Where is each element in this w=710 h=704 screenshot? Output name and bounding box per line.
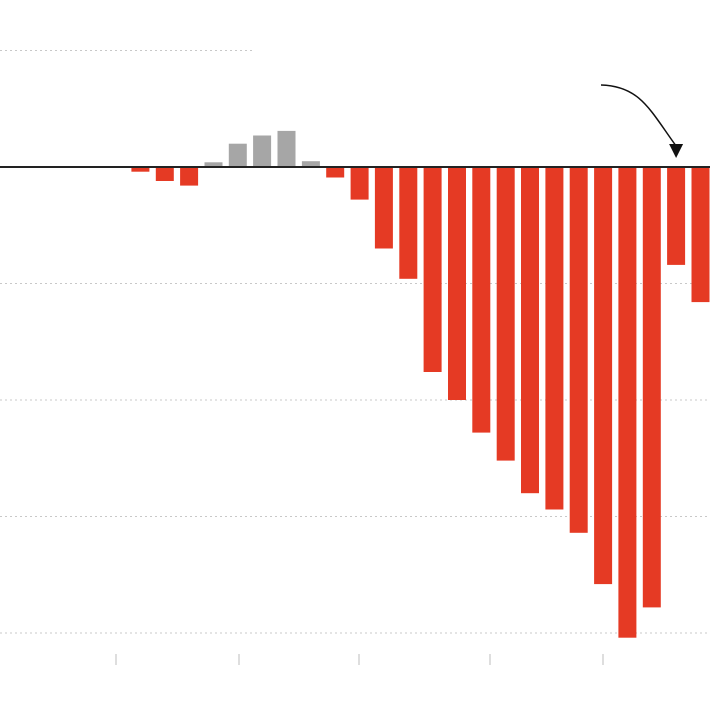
bar-18 xyxy=(472,167,491,433)
annotation-arrow xyxy=(600,84,677,147)
bar-27 xyxy=(691,167,710,303)
bar-20 xyxy=(521,167,539,494)
bar-22 xyxy=(569,167,588,533)
bar-25 xyxy=(642,167,661,608)
x-axis-ticks xyxy=(115,654,604,665)
bars-layer xyxy=(131,130,710,638)
bar-4 xyxy=(131,167,150,172)
bar-7 xyxy=(204,162,223,167)
bar-21 xyxy=(545,167,564,510)
bar-8 xyxy=(228,143,247,167)
bar-24 xyxy=(618,167,637,638)
bar-23 xyxy=(594,167,613,585)
bar-17 xyxy=(448,167,466,400)
bar-19 xyxy=(496,167,515,461)
bar-12 xyxy=(326,167,345,178)
bar-16 xyxy=(423,167,442,372)
annotation-arrow-head xyxy=(669,144,684,158)
bar-11 xyxy=(301,161,320,167)
bar-6 xyxy=(180,167,199,186)
bar-10 xyxy=(277,130,296,167)
bar-14 xyxy=(374,167,393,249)
bar-13 xyxy=(350,167,369,200)
annotation-layer xyxy=(600,84,684,158)
bar-5 xyxy=(155,167,174,181)
bar-9 xyxy=(253,135,272,167)
grid-layer xyxy=(0,50,710,634)
bar-26 xyxy=(667,167,686,265)
bar-15 xyxy=(399,167,418,279)
